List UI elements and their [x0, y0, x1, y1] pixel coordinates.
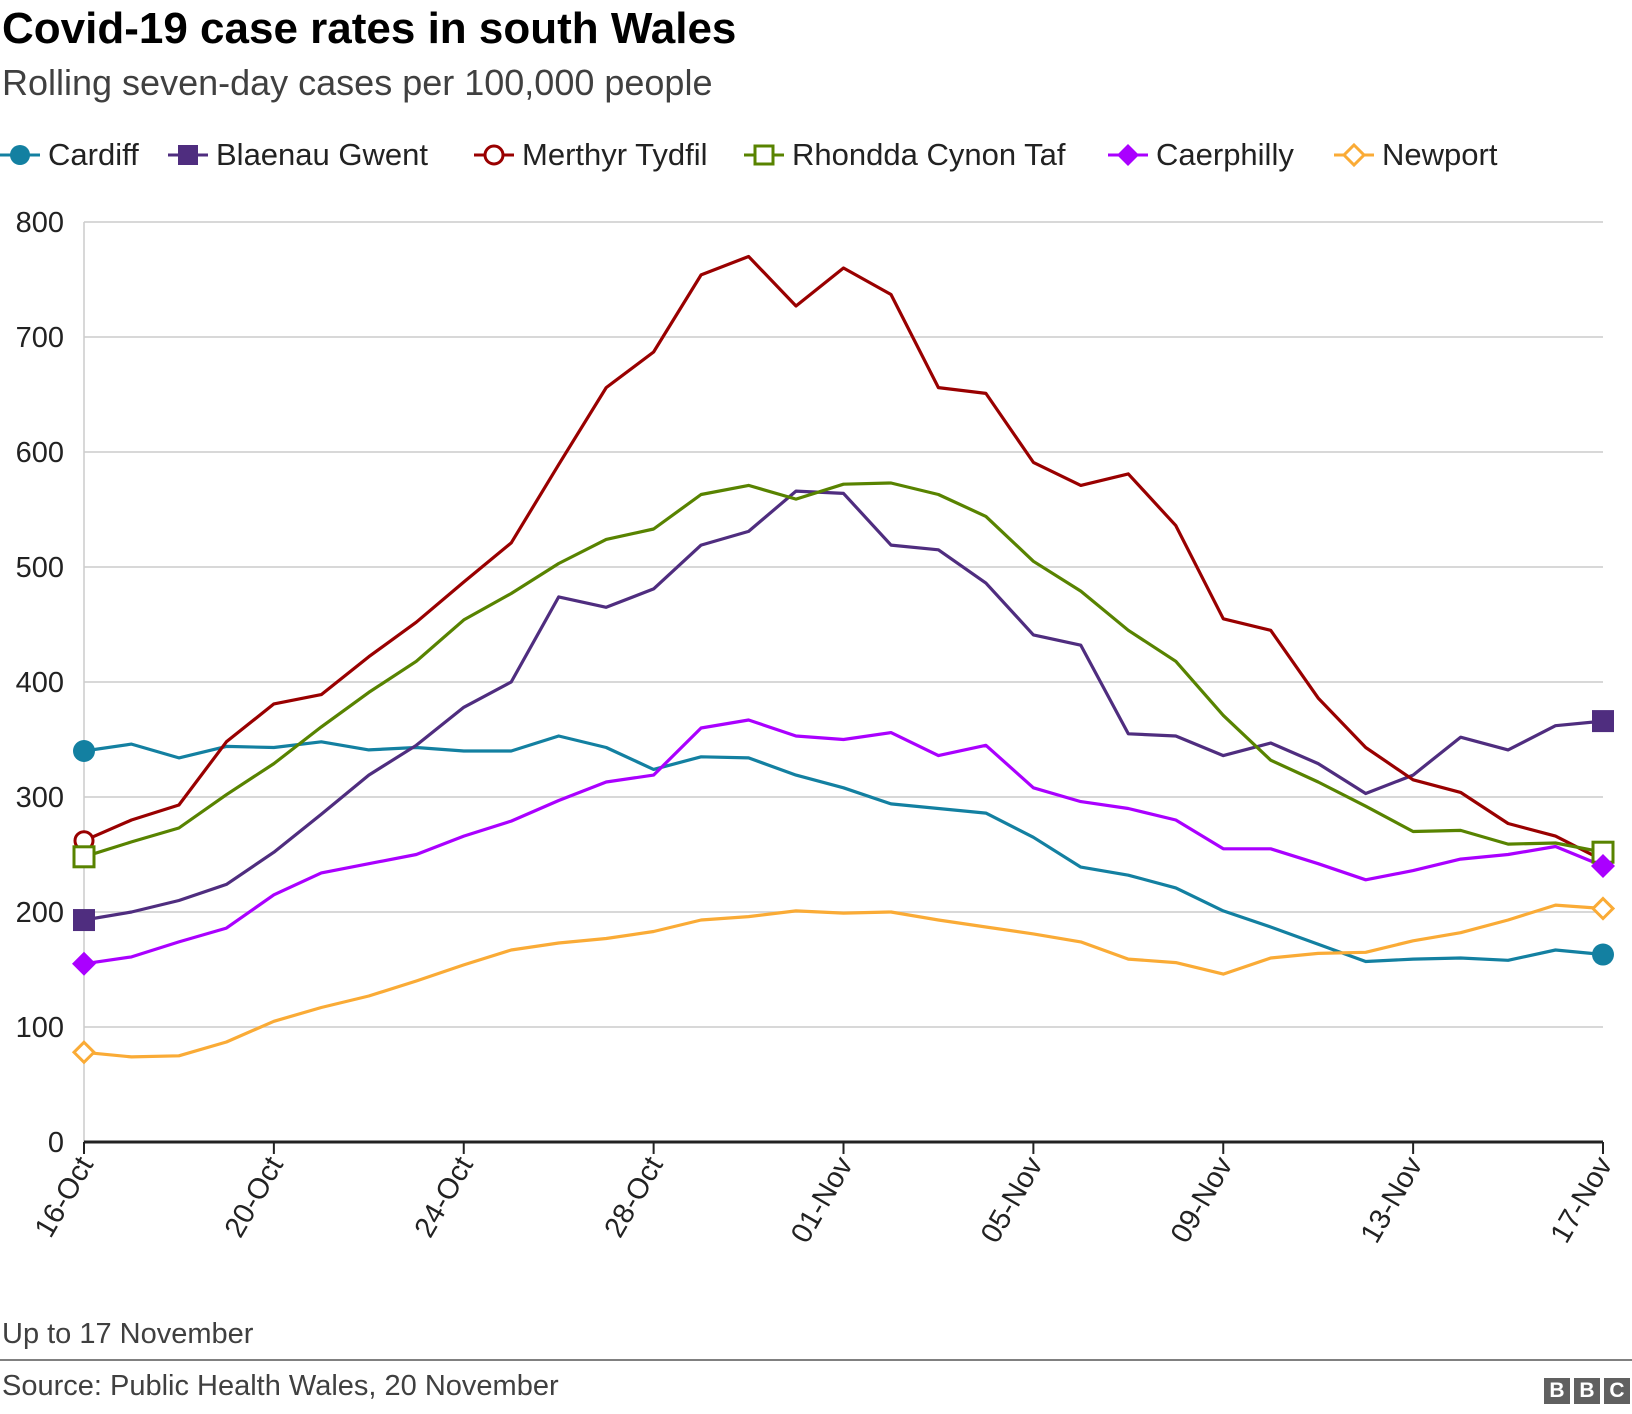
series-line-caerphilly — [82, 718, 1605, 966]
line-chart: 0 100 200 300 400 500 600 700 800 16-Oct 20-Oct 24-… — [16, 207, 1620, 1248]
legend-item-rhondda-cynon-taf: Rhondda Cynon Taf — [744, 130, 1065, 180]
legend-label-rhondda-cynon-taf: Rhondda Cynon Taf — [792, 137, 1066, 172]
y-tick-label: 600 — [16, 437, 64, 469]
y-tick-label: 800 — [16, 207, 64, 239]
data-point-blaenau-gwent — [73, 909, 95, 932]
data-point-cardiff — [1592, 943, 1614, 966]
x-tick-label: 28-Oct — [598, 1152, 669, 1243]
chart-title: Covid-19 case rates in south Wales — [2, 4, 737, 53]
data-point-cardiff — [73, 740, 95, 762]
series-line-merthyr-tydfil — [82, 254, 1605, 862]
legend-label-caerphilly: Caerphilly — [1156, 137, 1294, 172]
data-point-caerphilly — [1591, 854, 1615, 878]
x-tick-label: 20-Oct — [219, 1152, 290, 1243]
data-point-newport — [71, 1040, 97, 1065]
bbc-logo-letter: C — [1604, 1378, 1630, 1404]
series-line-cardiff — [82, 734, 1605, 964]
bbc-logo-letter: B — [1544, 1378, 1570, 1404]
series-line-newport — [82, 903, 1605, 1059]
chart-subtitle: Rolling seven-day cases per 100,000 peop… — [2, 62, 713, 103]
legend-item-newport: Newport — [1334, 130, 1497, 180]
y-tick-label: 300 — [16, 782, 64, 814]
x-tick-label: 01-Nov — [785, 1151, 860, 1248]
legend-item-caerphilly: Caerphilly — [1108, 130, 1294, 180]
bbc-logo-letter: B — [1574, 1378, 1600, 1404]
legend-marker-caerphilly — [1108, 144, 1148, 166]
x-tick-label: 17-Nov — [1545, 1151, 1620, 1248]
x-tick-label: 16-Oct — [29, 1152, 100, 1243]
y-tick-label: 400 — [16, 667, 64, 699]
legend-item-merthyr-tydfil: Merthyr Tydfil — [474, 130, 707, 180]
legend-item-blaenau-gwent: Blaenau Gwent — [168, 130, 428, 180]
legend-marker-merthyr-tydfil — [474, 144, 514, 166]
legend-marker-newport — [1334, 142, 1374, 168]
legend-marker-cardiff — [0, 145, 40, 165]
y-tick-label: 700 — [16, 322, 64, 354]
x-tick-label: 09-Nov — [1165, 1151, 1240, 1248]
y-tick-label: 200 — [16, 897, 64, 929]
data-point-rhondda-cynon-taf — [72, 845, 96, 869]
y-tick-label: 100 — [16, 1012, 64, 1044]
series-line-blaenau-gwent — [82, 489, 1605, 922]
legend-label-newport: Newport — [1382, 137, 1498, 172]
legend-label-merthyr-tydfil: Merthyr Tydfil — [522, 137, 708, 172]
legend-marker-blaenau-gwent — [168, 145, 208, 165]
footer-divider — [0, 1359, 1632, 1361]
source-text: Source: Public Health Wales, 20 November — [2, 1370, 559, 1402]
legend-marker-rhondda-cynon-taf — [744, 144, 784, 166]
legend: Cardiff Blaenau Gwent Merthyr Tydfil Rho… — [0, 130, 1632, 180]
bbc-logo: B B C — [1544, 1378, 1630, 1404]
data-point-blaenau-gwent — [1592, 710, 1614, 733]
series-line-rhondda-cynon-taf — [82, 481, 1605, 859]
legend-item-cardiff: Cardiff — [0, 130, 139, 180]
data-point-newport — [1590, 896, 1616, 921]
x-tick-label: 24-Oct — [409, 1152, 480, 1243]
x-tick-label: 05-Nov — [975, 1151, 1050, 1248]
y-tick-label: 500 — [16, 552, 64, 584]
legend-label-blaenau-gwent: Blaenau Gwent — [216, 137, 428, 172]
x-tick-label: 13-Nov — [1355, 1151, 1430, 1248]
legend-label-cardiff: Cardiff — [48, 137, 139, 172]
chart-note: Up to 17 November — [2, 1318, 254, 1350]
data-point-caerphilly — [72, 951, 96, 976]
y-tick-label: 0 — [48, 1127, 64, 1159]
